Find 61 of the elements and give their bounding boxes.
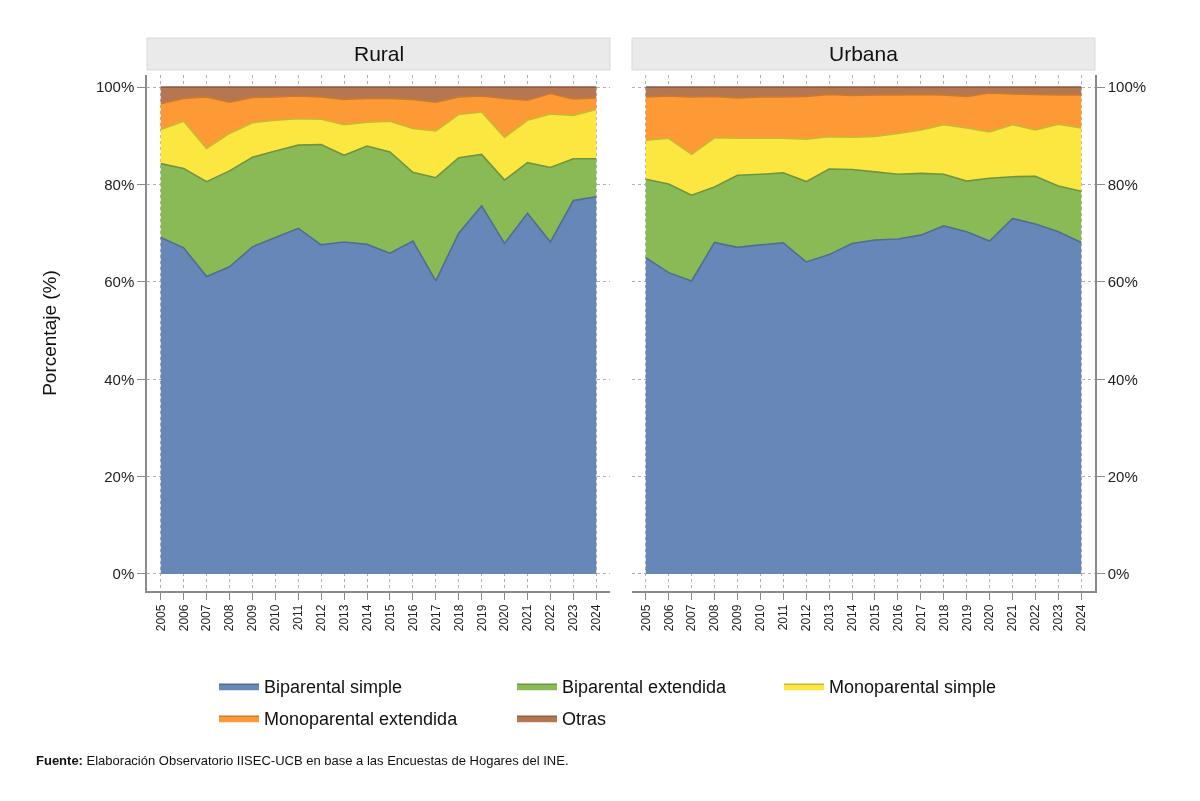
y-tick-label: 80%	[1107, 175, 1138, 193]
x-tick-label: 2016	[890, 604, 905, 632]
chart-title: Urbana	[829, 42, 899, 65]
x-tick-label: 2005	[153, 604, 168, 632]
x-tick-label: 2011	[776, 604, 791, 631]
legend-label: Biparental extendida	[562, 677, 728, 698]
x-tick-label: 2008	[707, 604, 722, 632]
x-tick-label: 2021	[1005, 604, 1020, 632]
x-tick-label: 2020	[497, 604, 512, 632]
x-tick-label: 2023	[566, 604, 581, 632]
x-tick-label: 2014	[844, 604, 859, 632]
y-tick-label: 40%	[1107, 370, 1138, 388]
x-tick-label: 2005	[638, 604, 653, 632]
x-tick-label: 2006	[661, 604, 676, 632]
x-tick-label: 2019	[959, 604, 974, 632]
chart-title: Rural	[354, 42, 405, 65]
x-tick-label: 2014	[359, 604, 374, 632]
legend-label: Monoparental simple	[829, 677, 997, 698]
y-axis-title: Porcentaje (%)	[39, 270, 61, 396]
x-tick-label: 2012	[314, 604, 329, 632]
x-tick-label: 2006	[176, 604, 191, 632]
x-tick-label: 2022	[543, 604, 558, 632]
x-tick-label: 2021	[520, 604, 535, 632]
legend-label: Biparental simple	[264, 677, 403, 698]
legend-label: Otras	[562, 709, 607, 730]
y-tick-label: 40%	[104, 370, 135, 388]
y-tick-label: 20%	[104, 467, 135, 485]
x-tick-label: 2017	[428, 604, 443, 632]
x-tick-label: 2015	[382, 604, 397, 632]
x-tick-label: 2012	[799, 604, 814, 632]
source-note: Fuente: Elaboración Observatorio IISEC-UCB en base a las Encuestas de Hogares del INE.	[36, 753, 569, 768]
x-tick-label: 2008	[222, 604, 237, 632]
y-tick-label: 0%	[1107, 565, 1130, 583]
y-tick-label: 100%	[1107, 78, 1147, 96]
x-tick-label: 2024	[589, 604, 604, 632]
x-tick-label: 2007	[684, 604, 699, 632]
x-tick-label: 2017	[913, 604, 928, 632]
y-tick-label: 20%	[1107, 467, 1138, 485]
x-tick-label: 2016	[405, 604, 420, 632]
x-tick-label: 2019	[474, 604, 489, 632]
x-tick-label: 2020	[982, 604, 997, 632]
x-tick-label: 2010	[753, 604, 768, 632]
y-tick-label: 100%	[95, 78, 135, 96]
x-tick-label: 2018	[936, 604, 951, 632]
x-tick-label: 2015	[867, 604, 882, 632]
x-tick-label: 2007	[199, 604, 214, 632]
legend-label: Monoparental extendida	[264, 709, 459, 730]
x-tick-label: 2011	[291, 604, 306, 631]
x-tick-label: 2024	[1074, 604, 1089, 632]
y-tick-label: 60%	[1107, 273, 1138, 291]
x-tick-label: 2013	[822, 604, 837, 632]
y-tick-label: 60%	[104, 273, 135, 291]
y-tick-label: 80%	[104, 175, 135, 193]
x-tick-label: 2013	[337, 604, 352, 632]
x-tick-label: 2018	[451, 604, 466, 632]
x-tick-label: 2010	[268, 604, 283, 632]
x-tick-label: 2009	[730, 604, 745, 632]
y-tick-label: 0%	[112, 565, 135, 583]
x-tick-label: 2022	[1028, 604, 1043, 632]
x-tick-label: 2023	[1051, 604, 1066, 632]
x-tick-label: 2009	[245, 604, 260, 632]
